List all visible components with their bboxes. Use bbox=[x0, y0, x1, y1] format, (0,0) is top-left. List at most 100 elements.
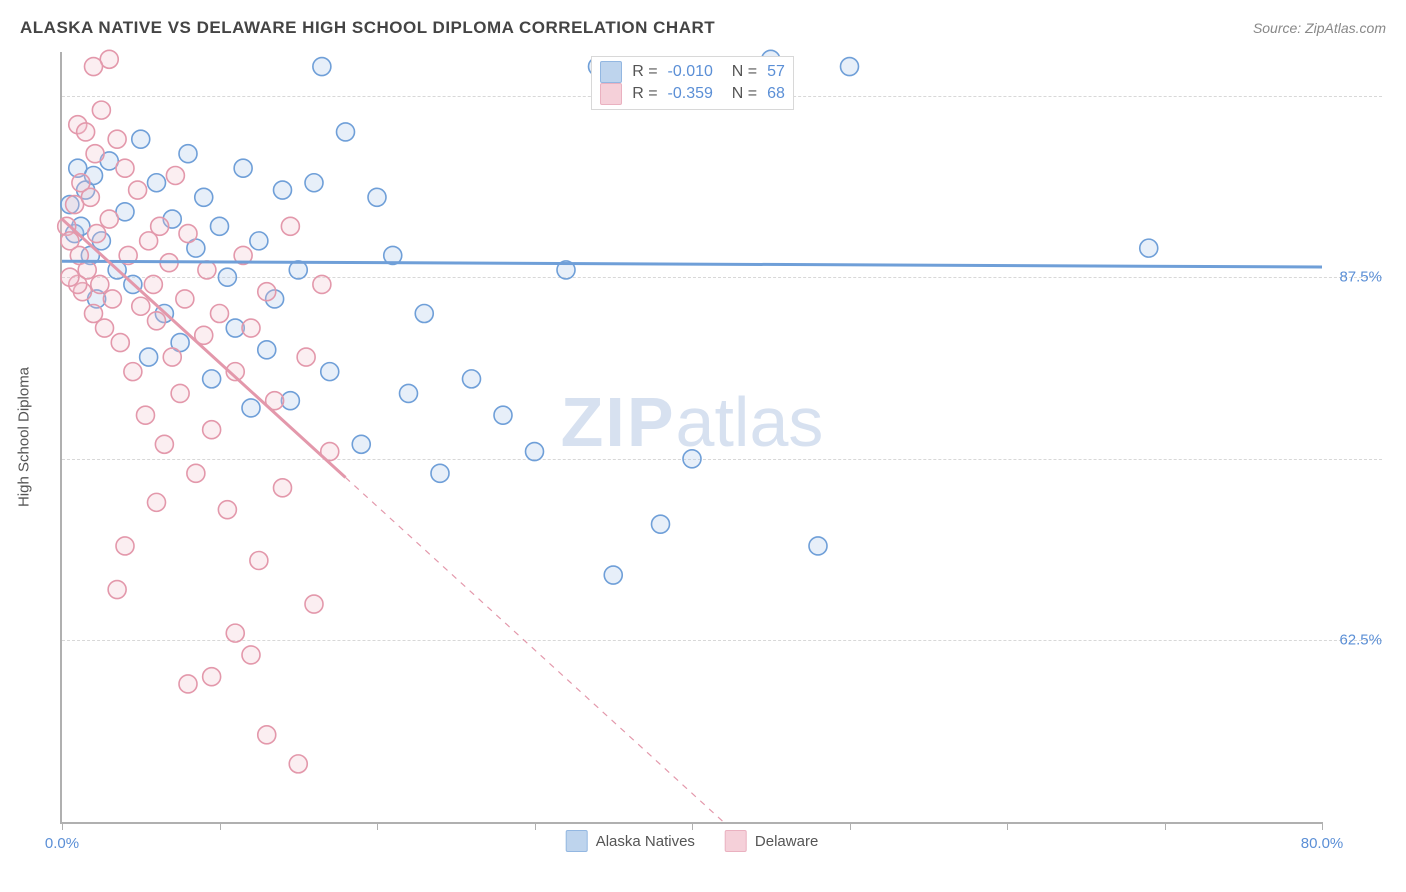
stats-n-label: N = bbox=[723, 85, 757, 103]
data-point bbox=[179, 145, 197, 163]
data-point bbox=[463, 370, 481, 388]
x-tick bbox=[1007, 822, 1008, 830]
stats-box: R = -0.010 N = 57R = -0.359 N = 68 bbox=[591, 56, 794, 110]
stats-n-value: 57 bbox=[767, 63, 785, 81]
data-point bbox=[604, 566, 622, 584]
data-point bbox=[242, 319, 260, 337]
legend-item: Alaska Natives bbox=[566, 830, 695, 852]
data-point bbox=[91, 275, 109, 293]
data-point bbox=[368, 188, 386, 206]
y-axis-label: High School Diploma bbox=[16, 367, 33, 507]
data-point bbox=[61, 268, 79, 286]
data-point bbox=[297, 348, 315, 366]
data-point bbox=[809, 537, 827, 555]
source-label: Source: ZipAtlas.com bbox=[1253, 20, 1386, 36]
data-point bbox=[526, 443, 544, 461]
legend-swatch bbox=[725, 830, 747, 852]
data-point bbox=[111, 334, 129, 352]
data-point bbox=[148, 493, 166, 511]
x-tick bbox=[62, 822, 63, 830]
data-point bbox=[187, 464, 205, 482]
data-point bbox=[176, 290, 194, 308]
data-point bbox=[85, 58, 103, 76]
data-point bbox=[129, 181, 147, 199]
data-point bbox=[274, 181, 292, 199]
data-point bbox=[148, 312, 166, 330]
data-point bbox=[100, 210, 118, 228]
chart-title: ALASKA NATIVE VS DELAWARE HIGH SCHOOL DI… bbox=[20, 18, 715, 38]
data-point bbox=[108, 130, 126, 148]
data-point bbox=[163, 348, 181, 366]
data-point bbox=[144, 275, 162, 293]
data-point bbox=[494, 406, 512, 424]
data-point bbox=[400, 384, 418, 402]
data-point bbox=[96, 319, 114, 337]
stats-row: R = -0.010 N = 57 bbox=[600, 61, 785, 83]
data-point bbox=[88, 225, 106, 243]
x-tick bbox=[1165, 822, 1166, 830]
data-point bbox=[179, 675, 197, 693]
data-point bbox=[116, 537, 134, 555]
data-point bbox=[431, 464, 449, 482]
data-point bbox=[242, 399, 260, 417]
data-point bbox=[132, 297, 150, 315]
data-point bbox=[148, 174, 166, 192]
data-point bbox=[136, 406, 154, 424]
data-point bbox=[211, 305, 229, 323]
data-point bbox=[103, 290, 121, 308]
data-point bbox=[171, 384, 189, 402]
data-point bbox=[81, 188, 99, 206]
x-tick bbox=[535, 822, 536, 830]
x-tick bbox=[220, 822, 221, 830]
data-point bbox=[1140, 239, 1158, 257]
stats-r-label: R = bbox=[632, 63, 657, 81]
y-tick-label: 62.5% bbox=[1327, 632, 1382, 649]
x-tick bbox=[850, 822, 851, 830]
data-point bbox=[258, 726, 276, 744]
data-point bbox=[289, 755, 307, 773]
data-point bbox=[155, 435, 173, 453]
data-point bbox=[203, 668, 221, 686]
legend-label: Alaska Natives bbox=[596, 833, 695, 850]
data-point bbox=[274, 479, 292, 497]
stats-r-value: -0.010 bbox=[668, 63, 713, 81]
data-point bbox=[250, 551, 268, 569]
data-point bbox=[313, 58, 331, 76]
data-point bbox=[132, 130, 150, 148]
legend: Alaska Natives Delaware bbox=[566, 830, 819, 852]
data-point bbox=[211, 217, 229, 235]
y-tick-label: 87.5% bbox=[1327, 269, 1382, 286]
x-tick-label: 0.0% bbox=[45, 835, 79, 852]
x-tick bbox=[1322, 822, 1323, 830]
data-point bbox=[258, 283, 276, 301]
data-point bbox=[415, 305, 433, 323]
data-point bbox=[258, 341, 276, 359]
data-point bbox=[218, 268, 236, 286]
data-point bbox=[140, 348, 158, 366]
x-tick bbox=[377, 822, 378, 830]
data-point bbox=[352, 435, 370, 453]
data-point bbox=[218, 501, 236, 519]
svg-layer bbox=[62, 52, 1322, 822]
legend-swatch bbox=[600, 83, 622, 105]
x-tick bbox=[692, 822, 693, 830]
data-point bbox=[242, 646, 260, 664]
x-tick-label: 80.0% bbox=[1301, 835, 1344, 852]
data-point bbox=[116, 159, 134, 177]
legend-swatch bbox=[600, 61, 622, 83]
data-point bbox=[92, 101, 110, 119]
stats-r-label: R = bbox=[632, 85, 657, 103]
data-point bbox=[281, 217, 299, 235]
data-point bbox=[203, 421, 221, 439]
legend-label: Delaware bbox=[755, 833, 818, 850]
data-point bbox=[77, 123, 95, 141]
data-point bbox=[321, 363, 339, 381]
data-point bbox=[337, 123, 355, 141]
stats-n-value: 68 bbox=[767, 85, 785, 103]
data-point bbox=[198, 261, 216, 279]
data-point bbox=[226, 624, 244, 642]
legend-item: Delaware bbox=[725, 830, 818, 852]
data-point bbox=[108, 581, 126, 599]
data-point bbox=[841, 58, 859, 76]
plot-container: High School Diploma ZIPatlas 62.5%87.5% … bbox=[60, 52, 1320, 822]
